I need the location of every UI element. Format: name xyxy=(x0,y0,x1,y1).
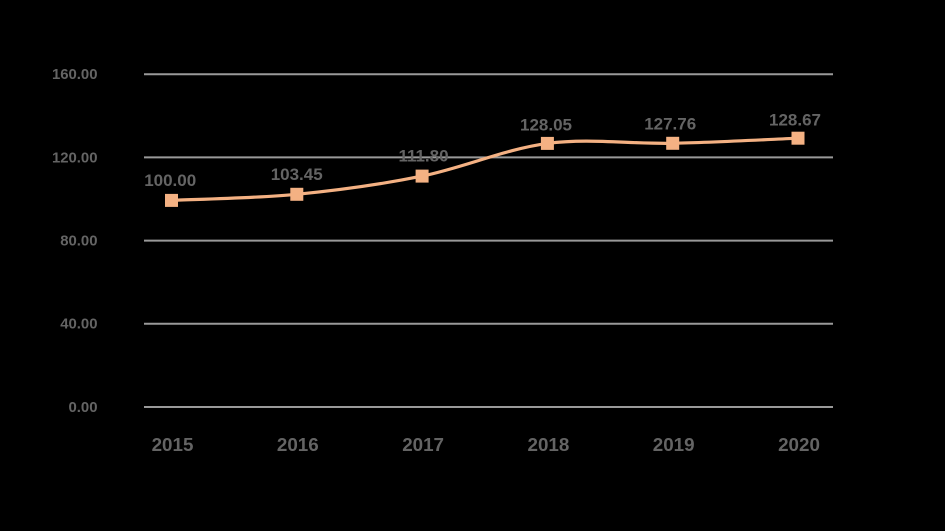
svg-text:111.80: 111.80 xyxy=(398,147,448,166)
svg-text:127.76: 127.76 xyxy=(644,114,696,133)
svg-text:0.00: 0.00 xyxy=(69,400,98,416)
svg-text:80.00: 80.00 xyxy=(60,234,97,250)
svg-text:2017: 2017 xyxy=(402,434,444,455)
svg-text:40.00: 40.00 xyxy=(60,317,97,333)
svg-text:103.45: 103.45 xyxy=(271,165,323,184)
svg-text:2016: 2016 xyxy=(277,434,319,455)
svg-text:2018: 2018 xyxy=(528,434,570,455)
svg-text:160.00: 160.00 xyxy=(52,67,98,83)
svg-text:100.00: 100.00 xyxy=(144,171,196,190)
svg-text:120.00: 120.00 xyxy=(52,150,98,166)
svg-text:128.67: 128.67 xyxy=(769,110,821,129)
svg-text:2015: 2015 xyxy=(152,434,194,455)
svg-text:128.05: 128.05 xyxy=(520,115,572,134)
svg-text:2019: 2019 xyxy=(653,434,695,455)
svg-text:2020: 2020 xyxy=(778,434,820,455)
